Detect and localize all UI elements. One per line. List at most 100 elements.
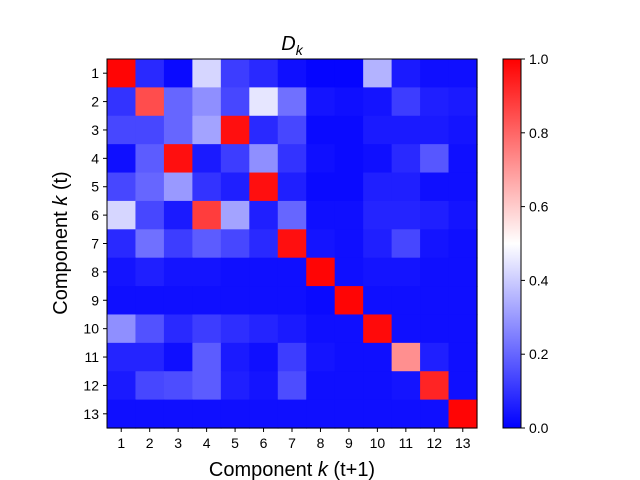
heatmap-cell [420, 144, 450, 174]
y-tick-label: 6 [91, 207, 99, 223]
heatmap-cell [420, 399, 450, 429]
colorbar-tick-label: 0.8 [529, 125, 549, 141]
heatmap-cell [163, 371, 193, 401]
heatmap-cell [220, 144, 250, 174]
heatmap-cell [277, 229, 307, 259]
heatmap-cell [220, 314, 250, 344]
heatmap-cell [448, 371, 478, 401]
heatmap-cell [277, 371, 307, 401]
heatmap-cell [391, 172, 421, 202]
heatmap-cell [135, 371, 165, 401]
heatmap-cell [192, 286, 222, 316]
heatmap-cell [192, 399, 222, 429]
heatmap-cell [391, 399, 421, 429]
heatmap-cell [363, 115, 393, 145]
heatmap-cell [249, 115, 279, 145]
y-axis-label-part-3: (t) [50, 171, 72, 195]
heatmap-cell [306, 286, 336, 316]
heatmap-cell [192, 371, 222, 401]
heatmap-cell [135, 172, 165, 202]
heatmap-cell [334, 286, 364, 316]
heatmap-cell [420, 229, 450, 259]
colorbar-ticks: 0.0 0.2 0.4 0.6 0.8 1.0 [521, 51, 549, 436]
y-axis-label: Component k (t) [50, 171, 72, 314]
x-tick-label: 8 [317, 435, 325, 451]
heatmap-cell [249, 144, 279, 174]
heatmap-cell [306, 314, 336, 344]
x-tick-label: 9 [345, 435, 353, 451]
heatmap-cell [163, 286, 193, 316]
heatmap-cell [334, 229, 364, 259]
y-tick-label: 9 [91, 292, 99, 308]
heatmap-cell [107, 229, 137, 259]
x-tick-label: 3 [174, 435, 182, 451]
heatmap-cell [192, 200, 222, 230]
heatmap-cell [249, 399, 279, 429]
heatmap-cell [363, 172, 393, 202]
heatmap-cell [277, 286, 307, 316]
x-tick-label: 6 [260, 435, 268, 451]
heatmap-cell [448, 144, 478, 174]
heatmap-cell [107, 59, 137, 88]
heatmap-cell [107, 87, 137, 117]
heatmap-cell [306, 87, 336, 117]
x-axis-label: Component k (t+1) [209, 459, 375, 480]
heatmap-cell [277, 342, 307, 372]
heatmap-cell [192, 342, 222, 372]
heatmap-cell [277, 115, 307, 145]
heatmap-cell [107, 144, 137, 174]
x-axis-label-part-1: Component [209, 459, 318, 480]
heatmap-cell [363, 257, 393, 287]
heatmap-cell [249, 286, 279, 316]
y-tick-label: 8 [91, 264, 99, 280]
heatmap-cell [306, 342, 336, 372]
heatmap-cell [163, 59, 193, 88]
y-tick-label: 3 [91, 122, 99, 138]
x-axis-label-part-2: k [318, 459, 329, 480]
heatmap-cell [420, 257, 450, 287]
heatmap-cell [420, 87, 450, 117]
heatmap-cell [249, 371, 279, 401]
heatmap-cell [107, 257, 137, 287]
heatmap-cell [334, 87, 364, 117]
heatmap-cell [448, 59, 478, 88]
heatmap-cell [192, 257, 222, 287]
heatmap-cell [192, 144, 222, 174]
heatmap-cell [135, 87, 165, 117]
chart-title-subscript: k [296, 42, 304, 58]
heatmap-cell [220, 87, 250, 117]
heatmap-cell [363, 286, 393, 316]
y-axis-label-part-2: k [50, 195, 72, 206]
y-tick-label: 10 [83, 321, 99, 337]
heatmap-cell [420, 286, 450, 316]
heatmap-cell [220, 229, 250, 259]
heatmap-cell [420, 172, 450, 202]
x-tick-label: 11 [399, 435, 414, 451]
heatmap-cell [220, 399, 250, 429]
y-tick-label: 1 [91, 65, 99, 81]
heatmap-cell [135, 200, 165, 230]
heatmap-cell [107, 115, 137, 145]
heatmap-cell [306, 144, 336, 174]
heatmap-cell [277, 59, 307, 88]
heatmap-cell [363, 314, 393, 344]
heatmap-cell [277, 314, 307, 344]
colorbar [502, 58, 522, 429]
heatmap-cell [220, 172, 250, 202]
heatmap-cell [163, 87, 193, 117]
heatmap-cell [220, 342, 250, 372]
heatmap-cell [220, 115, 250, 145]
heatmap-cell [391, 314, 421, 344]
heatmap-cell [249, 229, 279, 259]
heatmap-cell [249, 59, 279, 88]
y-tick-label: 4 [91, 150, 99, 166]
heatmap-cell [391, 286, 421, 316]
heatmap-cell [363, 371, 393, 401]
x-tick-label: 10 [370, 435, 386, 451]
heatmap-cell [249, 342, 279, 372]
heatmap-cell [334, 342, 364, 372]
x-axis-ticks: 1 2 3 4 5 6 7 8 9 10 11 12 13 [117, 428, 471, 451]
heatmap-cell [135, 59, 165, 88]
heatmap-cell [448, 87, 478, 117]
